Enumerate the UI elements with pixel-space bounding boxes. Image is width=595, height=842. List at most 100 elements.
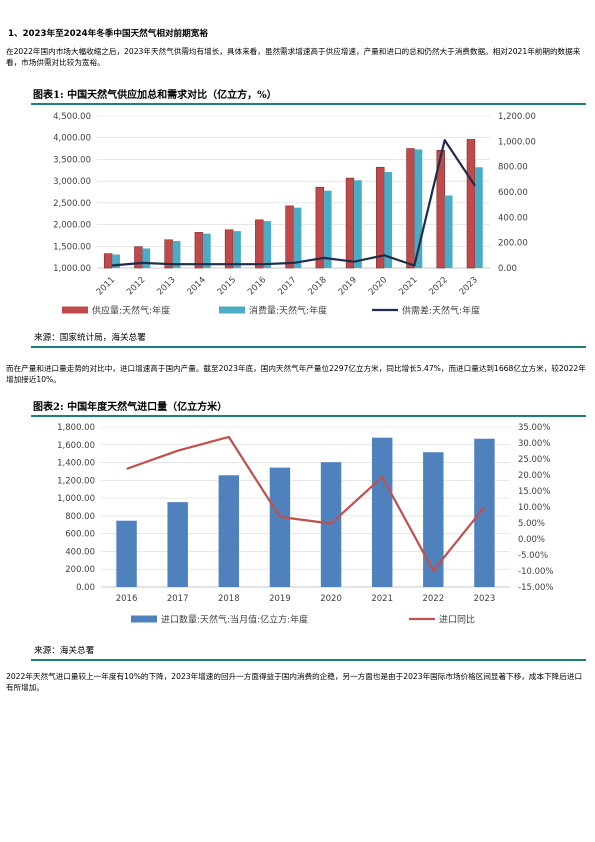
x-tick-label: 2016: [116, 594, 138, 604]
y-right-tick-label: 1,000.00: [498, 137, 536, 147]
legend-label: 供应量:天然气:年度: [92, 305, 170, 317]
y-right-tick-label: -5.00%: [518, 551, 548, 561]
legend-swatch: [62, 306, 88, 314]
y-left-tick-label: 2,000.00: [53, 221, 91, 231]
y-right-tick-label: 25.00%: [518, 455, 550, 465]
bar-2020: [376, 166, 385, 269]
legend-swatch: [131, 615, 157, 623]
x-tick-label: 2016: [246, 275, 268, 297]
section-title: 1、2023年至2024年冬季中国天然气相对前期宽裕: [8, 29, 208, 39]
y-left-tick-label: 1,500.00: [53, 242, 91, 252]
y-left-tick-label: 1,600.00: [57, 441, 95, 451]
y-right-tick-label: 5.00%: [518, 519, 545, 529]
figure1-header: 图表1: 中国天然气供应加总和需求对比（亿立方，%）: [31, 85, 586, 105]
y-right-tick-label: 200.00: [498, 239, 528, 249]
y-right-tick-label: -10.00%: [518, 567, 553, 577]
x-tick-label: 2017: [276, 275, 298, 297]
y-right-tick-label: 10.00%: [518, 503, 550, 513]
y-left-tick-label: 3,000.00: [53, 177, 91, 187]
bar-2018: [323, 190, 332, 268]
y-left-tick-label: 2,500.00: [53, 199, 91, 209]
figure2-source: 来源：海关总署: [34, 646, 95, 656]
bar-2019: [269, 467, 291, 587]
bar-2022: [423, 452, 444, 587]
bar-2015: [224, 229, 234, 269]
bar-2022: [444, 195, 453, 268]
bar-series-group: [103, 139, 483, 269]
y-right-tick-label: 35.00%: [518, 423, 550, 433]
y-right-tick-label: 0.00: [498, 264, 517, 274]
bar-2019: [353, 180, 362, 268]
right-axis-tick-labels: 0.00 200.00 400.00 600.00 800.00 1,000.00 1,20…: [498, 112, 536, 274]
paragraph-intro: 在2022年国内市场大幅收缩之后，2023年天然气供需均有增长，具体来看，虽然需…: [6, 47, 581, 67]
bar-2021: [414, 149, 423, 268]
yoy-line-series: [126, 435, 486, 572]
x-tick-label: 2019: [337, 275, 359, 297]
x-axis-tick-labels: 2016 2017 2018 2019 2020 2021 2022 2023: [116, 594, 496, 604]
figure1-source-footer: 来源：国家统计局，海关总署: [31, 331, 586, 348]
x-tick-label: 2011: [95, 275, 117, 297]
left-axis-gridlines: [101, 426, 510, 588]
left-axis-tick-labels: 0.00 200.00 400.00 600.00 800.00 1,000.00 1,20…: [57, 423, 95, 593]
y-right-tick-label: 400.00: [498, 213, 528, 223]
y-right-tick-label: 20.00%: [518, 471, 550, 481]
bar-2017: [285, 205, 294, 269]
y-right-tick-label: 800.00: [498, 163, 528, 173]
legend-label: 供需差:天然气:年度: [402, 305, 480, 317]
legend-label: 进口数量:天然气:当月值:亿立方:年度: [161, 614, 308, 626]
bar-2023: [474, 167, 483, 268]
legend-label: 消费量:天然气:年度: [249, 305, 327, 317]
series-line: [112, 138, 476, 267]
y-right-tick-label: 600.00: [498, 188, 528, 198]
bar-2011: [103, 253, 113, 269]
y-right-tick-label: 0.00%: [518, 535, 545, 545]
bar-2015: [233, 231, 241, 268]
bar-2016: [116, 520, 137, 587]
bar-2023: [466, 139, 476, 269]
x-tick-label: 2021: [397, 275, 419, 297]
x-tick-label: 2018: [306, 275, 328, 297]
import-volume-chart: 0.00 200.00 400.00 600.00 800.00 1,000.00 1,20…: [57, 423, 553, 626]
figure2-source-footer: 来源：海关总署: [31, 644, 586, 661]
series-line: [126, 435, 486, 572]
x-tick-label: 2022: [427, 275, 449, 297]
x-tick-label: 2023: [458, 275, 480, 297]
figure2-header: 图表2: 中国年度天然气进口量（亿立方米）: [31, 397, 586, 417]
x-tick-label: 2015: [216, 275, 238, 297]
y-right-tick-label: 30.00%: [518, 439, 550, 449]
bar-2014: [202, 233, 211, 268]
y-left-tick-label: 600.00: [65, 530, 95, 540]
y-left-tick-label: 1,400.00: [57, 459, 95, 469]
x-axis-tick-labels: 2011 2012 2013 2014 2015 2016 2017 2018 2019 2020…: [95, 275, 480, 297]
bar-2012: [142, 248, 151, 268]
bar-2023: [474, 438, 495, 587]
x-tick-label: 2018: [218, 594, 240, 604]
y-left-tick-label: 1,800.00: [57, 423, 95, 433]
figure1-source: 来源：国家统计局，海关总署: [34, 333, 146, 343]
x-tick-label: 2014: [186, 275, 208, 297]
bar-2012: [134, 246, 143, 269]
x-tick-label: 2013: [155, 275, 177, 297]
y-right-tick-label: -15.00%: [518, 583, 553, 593]
y-left-tick-label: 200.00: [65, 565, 95, 575]
x-tick-label: 2022: [422, 594, 444, 604]
figure1-title: 图表1: 中国天然气供应加总和需求对比（亿立方，%）: [33, 90, 277, 101]
y-right-tick-label: 1,200.00: [498, 112, 536, 122]
y-left-tick-label: 4,000.00: [53, 134, 91, 144]
y-left-tick-label: 800.00: [65, 512, 95, 522]
y-left-tick-label: 1,000.00: [57, 494, 95, 504]
bar-2019: [345, 177, 355, 269]
right-axis-tick-labels: -15.00% -10.00% -5.00% 0.00% 5.00% 10.00% 15.0…: [518, 423, 553, 593]
paragraph-conclusion: 2022年天然气进口量较上一年度有10%的下降，2023年增速的回升一方面得益于…: [6, 672, 583, 692]
bar-2018: [218, 475, 240, 587]
bar-2021: [371, 437, 393, 587]
x-tick-label: 2023: [474, 594, 496, 604]
y-left-tick-label: 3,500.00: [53, 155, 91, 165]
x-tick-label: 2021: [371, 594, 393, 604]
bar-2014: [194, 232, 204, 269]
bar-2018: [315, 186, 325, 269]
y-left-tick-label: 400.00: [65, 547, 95, 557]
bar-2017: [293, 207, 302, 268]
legend-label: 进口同比: [439, 614, 475, 626]
figure2-title: 图表2: 中国年度天然气进口量（亿立方米）: [33, 402, 228, 413]
